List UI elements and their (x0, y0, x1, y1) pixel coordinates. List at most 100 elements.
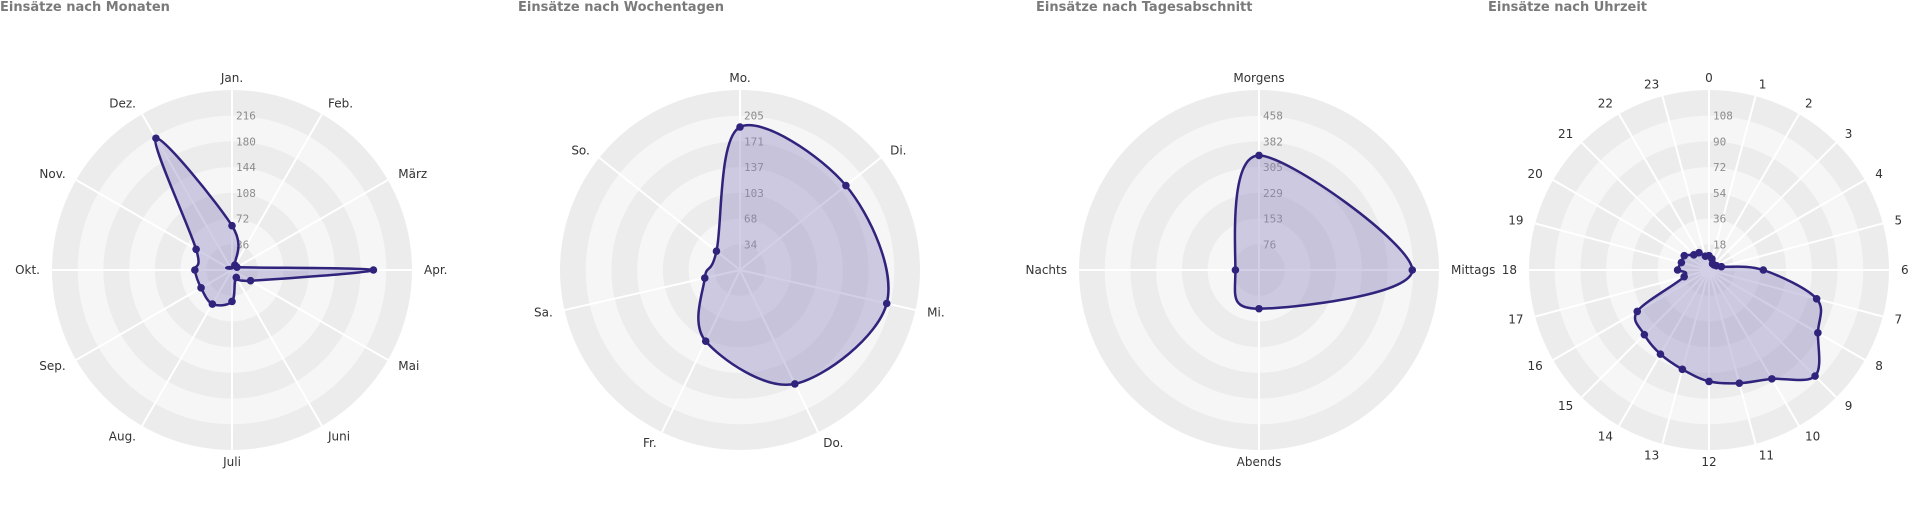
tick-label: 108 (236, 187, 256, 200)
panel-wochentage: Einsätze nach Wochentagen 34 68 103 137 171 2… (518, 0, 988, 529)
grid-spoke (1708, 179, 1866, 271)
tick-label: 68 (744, 213, 757, 226)
grid-spoke (75, 269, 233, 361)
grid-spoke (1708, 269, 1866, 361)
grid-spoke (1708, 113, 1800, 271)
data-point (1255, 304, 1263, 313)
data-point (1408, 266, 1417, 274)
category-label: Mittags (1451, 263, 1495, 277)
data-point (1701, 252, 1710, 261)
category-label: 2 (1805, 97, 1813, 111)
grid-spoke (231, 269, 323, 427)
category-label: Morgens (1233, 71, 1284, 85)
category-label: Sep. (39, 359, 65, 373)
category-label: Do. (823, 436, 843, 450)
tick-label: 458 (1263, 110, 1283, 123)
tick-label: 153 (1263, 213, 1283, 226)
radar-chart-wochentage[interactable]: 34 68 103 137 171 205 Mo. Di. Mi. Do. Fr. Sa. So. (518, 0, 988, 529)
radar-chart-tagesabschnitt[interactable]: 76 153 229 305 382 458 Morgens Mittags Abends Nac… (1026, 0, 1506, 529)
category-label: 17 (1508, 313, 1523, 327)
data-point (369, 266, 378, 274)
data-point (228, 297, 236, 306)
data-point (882, 299, 891, 308)
category-label: 18 (1502, 263, 1517, 277)
tick-label: 137 (744, 161, 764, 174)
chart-title-tagesabschnitt: Einsätze nach Tagesabschnitt (1036, 0, 1253, 15)
data-point (1677, 258, 1686, 267)
tick-label: 216 (236, 110, 256, 123)
grid-spoke (564, 269, 741, 312)
category-label: 16 (1527, 359, 1542, 373)
tick-label: 76 (1263, 238, 1276, 251)
data-point (1255, 151, 1263, 160)
tick-label: 36 (1713, 213, 1726, 226)
category-label: Okt. (15, 263, 40, 277)
data-point (1768, 375, 1776, 383)
data-point (1231, 266, 1240, 274)
tick-label: 103 (744, 187, 764, 200)
data-point (1759, 266, 1768, 274)
category-label: 13 (1644, 448, 1659, 462)
tick-label: 72 (1713, 161, 1726, 174)
panel-uhrzeit: Einsätze nach Uhrzeit 18 36 54 72 90 108 0 1 2 3 4… (1488, 0, 1913, 529)
grid-spoke (1661, 269, 1710, 445)
category-label: Juli (222, 455, 241, 469)
category-label: Juni (327, 429, 350, 443)
category-label: 15 (1558, 399, 1573, 413)
data-point (246, 276, 255, 285)
grid-spoke (739, 269, 820, 433)
grid-spoke (1534, 269, 1710, 318)
category-label: 22 (1598, 97, 1613, 111)
data-point (1705, 377, 1713, 386)
tick-label: 229 (1263, 187, 1283, 200)
category-label: 20 (1527, 167, 1542, 181)
grid-spoke (1661, 95, 1710, 271)
data-point (1814, 329, 1822, 337)
data-point (1678, 365, 1687, 374)
data-point (736, 123, 744, 131)
data-point (1633, 307, 1642, 316)
panel-monate: Einsätze nach Monaten 36 72 108 144 180 216 Ja… (0, 0, 470, 529)
data-point (1695, 248, 1703, 257)
chart-title-wochentage: Einsätze nach Wochentagen (518, 0, 724, 15)
grid-spoke (231, 179, 389, 271)
data-point (152, 134, 160, 143)
tick-label: 382 (1263, 135, 1283, 148)
category-label: Dez. (109, 97, 136, 111)
data-point (233, 263, 241, 271)
category-label: Aug. (109, 429, 136, 443)
grid-spoke (231, 269, 389, 361)
category-label: Sa. (534, 306, 553, 320)
grid-spoke (141, 269, 233, 427)
category-label: 23 (1644, 78, 1659, 92)
category-label: 3 (1845, 127, 1853, 141)
tick-label: 90 (1713, 135, 1726, 148)
category-label: 8 (1875, 359, 1883, 373)
tick-label: 305 (1263, 161, 1283, 174)
tick-label: 72 (236, 213, 249, 226)
data-point (701, 337, 710, 345)
category-label: Nov. (39, 167, 65, 181)
data-point (1640, 330, 1649, 339)
data-point (712, 247, 721, 256)
radar-chart-monate[interactable]: 3672108144180216Jan.Feb.MärzApr.MaiJuniJ… (0, 0, 470, 529)
category-label: März (398, 167, 427, 181)
tick-label: 54 (1713, 187, 1727, 200)
data-point (842, 181, 850, 190)
category-label: Fr. (643, 436, 657, 450)
category-label: 21 (1558, 127, 1573, 141)
tick-label: 180 (236, 135, 256, 148)
grid-spoke (660, 269, 741, 433)
category-label: 4 (1875, 167, 1883, 181)
category-label: 5 (1894, 213, 1902, 227)
category-label: 6 (1901, 263, 1909, 277)
data-point (208, 300, 217, 308)
tick-label: 144 (236, 161, 256, 174)
category-label: 0 (1705, 71, 1713, 85)
category-label: Mo. (729, 71, 750, 85)
tick-label: 108 (1713, 110, 1733, 123)
category-label: Abends (1237, 455, 1282, 469)
category-label: Nachts (1026, 263, 1068, 277)
grid-spoke (1552, 269, 1710, 361)
